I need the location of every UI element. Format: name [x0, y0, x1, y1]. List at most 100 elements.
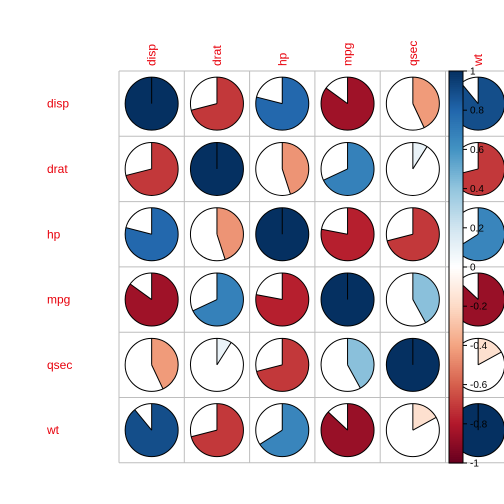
pie-end-line: [281, 168, 291, 195]
colorbar-segment: [449, 218, 463, 221]
pie-cell-qsec-drat: [189, 337, 244, 392]
pie-end-line: [325, 87, 348, 105]
pie-end-line: [216, 342, 232, 366]
colorbar-segment: [449, 404, 463, 407]
colorbar-segment: [449, 110, 463, 113]
colorbar-segment: [449, 429, 463, 433]
colorbar-segment: [449, 368, 463, 372]
pie-outline: [255, 76, 310, 131]
colorbar-tick-label: -0.2: [470, 302, 488, 313]
colorbar-segment: [449, 365, 463, 368]
row-label-wt: wt: [46, 423, 60, 437]
colorbar-segment: [449, 339, 463, 343]
colorbar-segment: [449, 317, 463, 321]
colorbar-segment: [449, 453, 463, 456]
colorbar-segment: [449, 174, 463, 178]
pie-end-line: [192, 299, 218, 312]
colorbar-segment: [449, 274, 463, 278]
pie-cell-disp-mpg: [320, 76, 375, 131]
pie-slice: [151, 338, 179, 389]
colorbar-segment: [449, 76, 463, 80]
colorbar-segment: [449, 159, 463, 162]
colorbar-segment: [449, 357, 463, 360]
colorbar-segment: [449, 257, 463, 260]
colorbar-segment: [449, 414, 463, 417]
pie-slice: [412, 273, 440, 323]
colorbar-segment: [449, 125, 463, 129]
pie-end-line: [460, 82, 479, 104]
colorbar-segment: [449, 210, 463, 213]
colorbar-tick-label: 0.6: [470, 145, 484, 156]
pie-outline: [124, 403, 179, 458]
pie-slice: [256, 338, 309, 392]
colorbar-segment: [449, 172, 463, 176]
colorbar-segment: [449, 108, 463, 111]
colorbar-segment: [449, 196, 463, 199]
colorbar-segment: [449, 425, 463, 429]
pie-cell-wt-qsec: [385, 403, 440, 458]
pie-end-line: [412, 416, 437, 431]
row-label-mpg: mpg: [47, 293, 70, 307]
colorbar-segment: [449, 412, 463, 415]
colorbar-segment: [449, 167, 463, 170]
pie-end-line: [134, 409, 153, 431]
colorbar-segment: [449, 114, 463, 117]
colorbar-tick-label: -0.8: [470, 419, 488, 430]
colorbar-segment: [449, 82, 463, 86]
column-label-wt: wt: [471, 53, 485, 67]
colorbar-segment: [449, 121, 463, 125]
colorbar-segment: [449, 449, 463, 452]
colorbar-segment: [449, 343, 463, 346]
colorbar-segment: [449, 445, 463, 448]
colorbar-segment: [449, 455, 463, 458]
colorbar-segment: [449, 253, 463, 256]
pie-outline: [255, 337, 310, 392]
colorbar-segment: [449, 88, 463, 92]
pie-end-line: [151, 364, 164, 390]
colorbar-tick-label: 0.2: [470, 223, 484, 234]
colorbar-segment: [449, 219, 463, 223]
pie-cell-mpg-drat: [189, 272, 244, 327]
colorbar-segment: [449, 378, 463, 382]
colorbar-segment: [449, 386, 463, 390]
pie-end-line: [256, 96, 283, 105]
pie-slice: [282, 142, 309, 195]
pie-end-line: [323, 168, 348, 181]
pie-end-line: [327, 411, 348, 431]
colorbar-segment: [449, 243, 463, 247]
colorbar-segment: [449, 116, 463, 119]
pie-cell-wt-mpg: [320, 403, 375, 458]
colorbar-segment: [449, 127, 463, 131]
colorbar-segment: [449, 145, 463, 149]
pie-slice: [255, 273, 309, 327]
colorbar-segment: [449, 92, 463, 96]
colorbar-segment: [449, 331, 463, 335]
colorbar-segment: [449, 372, 463, 376]
colorbar-segment: [449, 408, 463, 411]
pie-cell-qsec-hp: [255, 337, 310, 392]
colorbar-segment: [449, 112, 463, 115]
colorbar-segment: [449, 229, 463, 233]
colorbar-segment: [449, 74, 463, 78]
colorbar-segment: [449, 204, 463, 207]
pie-end-line: [412, 103, 425, 128]
colorbar-segment: [449, 169, 463, 172]
row-labels: disp drat hp mpg qsec wt: [46, 97, 72, 437]
colorbar-segment: [449, 225, 463, 229]
pie-end-line: [347, 364, 361, 389]
colorbar-segment: [449, 333, 463, 337]
grid-lines: [118, 70, 504, 464]
pie-end-line: [412, 146, 428, 170]
colorbar-segment: [449, 419, 463, 423]
pie-cells: [124, 76, 504, 458]
pie-cell-disp-wt: [451, 76, 504, 131]
colorbar-segment: [449, 120, 463, 123]
colorbar-segment: [449, 376, 463, 380]
colorbar-segment: [449, 80, 463, 84]
pie-cell-drat-hp: [255, 141, 310, 196]
colorbar-segment: [449, 188, 463, 192]
colorbar-segment: [449, 221, 463, 225]
colorbar-tick-label: 1: [470, 67, 476, 78]
pie-outline: [189, 403, 244, 458]
colorbar-tick-label: 0: [470, 263, 476, 274]
